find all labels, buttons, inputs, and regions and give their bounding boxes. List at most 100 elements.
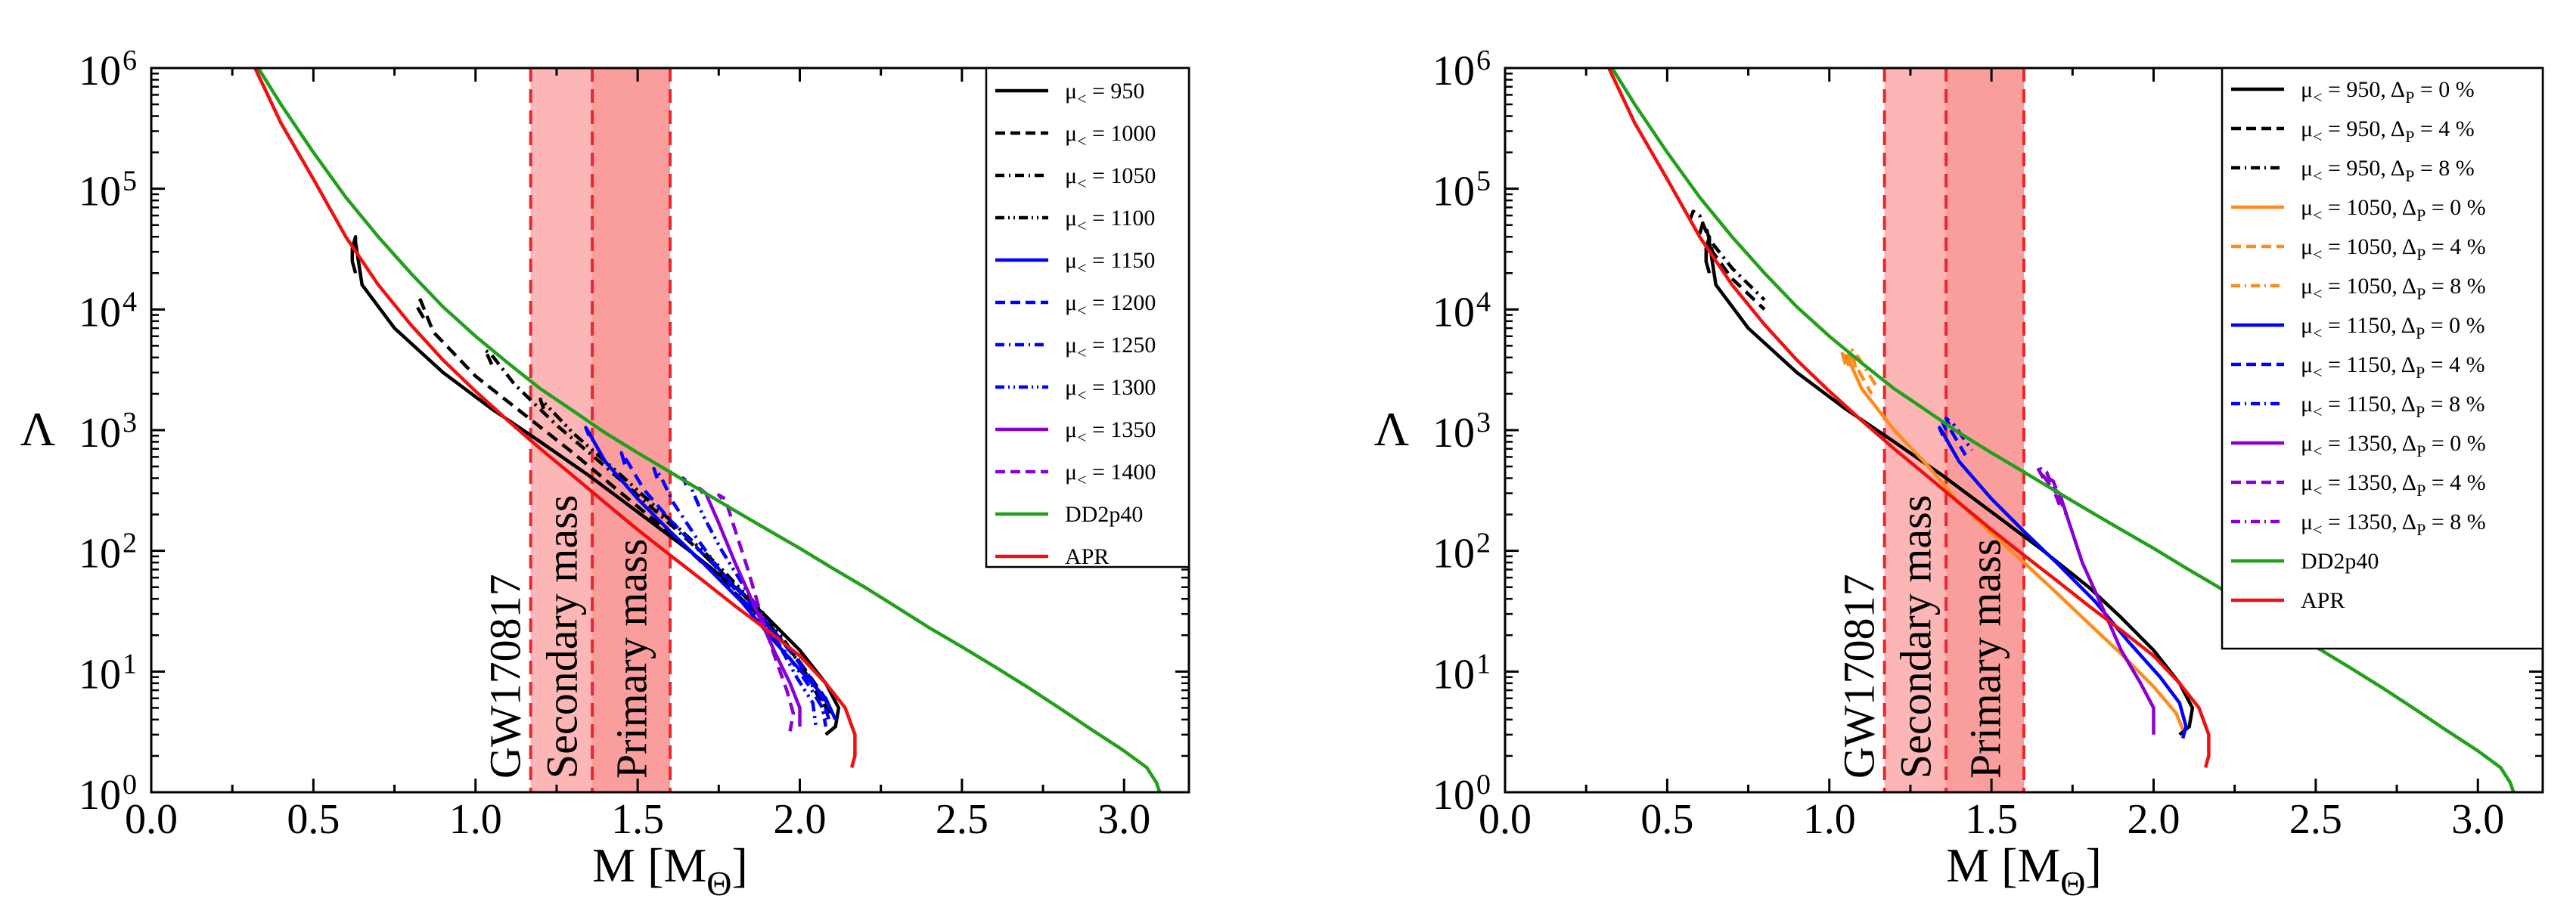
y-tick-exponent: 6 [1476,45,1491,76]
y-tick-label: 10 [1432,289,1475,336]
y-tick-exponent: 2 [123,528,137,559]
legend-entry: APR [1065,544,1109,569]
event-label: GW170817 [481,574,530,779]
series-line-4 [1843,349,1873,395]
legend-entry: APR [2301,588,2345,613]
series-line-12 [1610,68,2515,792]
x-tick-label: 2.5 [936,796,989,843]
legend-entry: μ< = 950 [1065,79,1144,108]
legend-entry: μ< = 1150, ΔP = 0 % [2301,313,2485,342]
legend-entry: μ< = 1350, ΔP = 4 % [2301,470,2486,500]
secondary-mass-label: Secondary mass [537,495,586,779]
y-tick-label: 10 [1432,169,1475,215]
legend-box [985,67,1190,568]
series-line-7 [681,476,818,727]
x-tick-label: 3.0 [2451,796,2504,843]
legend-entry: μ< = 950, ΔP = 4 % [2301,116,2475,146]
series-line-3 [1840,352,2185,731]
y-tick-label: 10 [79,410,121,457]
legend-entry: μ< = 1100 [1065,206,1155,235]
x-tick-label: 1.5 [611,796,664,843]
series-line-10 [2041,473,2068,516]
legend-entry: DD2p40 [1065,502,1143,527]
legend-entry: μ< = 1200 [1065,290,1156,320]
left-panel: GW170817 Secondary mass Primary mass 0.0 0.5… [20,45,1190,903]
y-tick-label: 10 [79,169,121,215]
legend-entry: μ< = 1050, ΔP = 0 % [2301,195,2486,225]
series-line-6 [1938,426,2188,739]
event-label: GW170817 [1835,574,1884,779]
y-tick-exponent: 3 [123,407,137,438]
y-tick-exponent: 4 [123,286,137,318]
x-tick-label: 0.0 [1479,796,1532,843]
x-tick-label: 0.0 [125,796,178,843]
curves [1607,68,2515,792]
x-tick-label: 0.5 [287,796,340,843]
y-axis-label: Λ [20,402,55,456]
y-tick-exponent: 5 [1476,166,1491,197]
x-tick-label: 2.5 [2289,796,2342,843]
legend-entry: μ< = 1050 [1065,163,1156,193]
x-tick-label: 1.0 [449,796,502,843]
legend: μ< = 950 μ< = 1000 μ< = 1050 μ< = 1100 μ< = … [985,67,1190,569]
legend-entry: μ< = 1350, ΔP = 8 % [2301,510,2486,539]
series-line-9 [717,493,796,732]
legend-entry: μ< = 1000 [1065,121,1156,150]
legend-entry: μ< = 1300 [1065,375,1156,404]
secondary-mass-label: Secondary mass [1891,495,1940,779]
band-primary [592,68,670,792]
y-tick-exponent: 5 [123,166,137,197]
legend-entry: μ< = 1250 [1065,333,1156,362]
primary-mass-label: Primary mass [1961,539,2010,779]
y-tick-exponent: 1 [1476,648,1491,680]
y-tick-exponent: 4 [1476,286,1491,318]
series-line-10 [256,68,1162,792]
curves [253,68,1162,792]
x-tick-label: 1.0 [1803,796,1856,843]
series-line-11 [253,68,857,769]
series-line-2 [1688,209,1766,302]
x-axis-label: M [MΘ] [1946,838,2102,903]
y-tick-label: 10 [1432,410,1475,457]
y-tick-label: 10 [1432,772,1475,819]
legend-entry: μ< = 1050, ΔP = 8 % [2301,274,2486,303]
y-tick-exponent: 0 [123,769,137,801]
y-tick-label: 10 [79,531,121,578]
legend-entry: μ< = 1350 [1065,417,1156,447]
x-axis-label: M [MΘ] [592,838,748,903]
y-tick-label: 10 [79,772,121,819]
legend: μ< = 950, ΔP = 0 % μ< = 950, ΔP = 4 % μ< =… [2221,67,2544,650]
series-line-5 [619,451,831,720]
legend-entry: DD2p40 [2301,549,2379,574]
right-panel: GW170817 Secondary mass Primary mass 0.0 0.5… [1374,45,2544,903]
y-tick-label: 10 [79,289,121,336]
y-tick-exponent: 6 [123,45,137,76]
y-tick-label: 10 [1432,48,1475,94]
series-line-5 [1850,348,1880,390]
y-tick-exponent: 1 [123,648,137,680]
x-tick-label: 3.0 [1097,796,1150,843]
y-tick-exponent: 0 [1476,769,1491,801]
primary-mass-label: Primary mass [607,539,656,779]
y-tick-label: 10 [1432,531,1475,578]
y-tick-label: 10 [79,651,121,698]
series-line-13 [1607,68,2211,769]
legend-entry: μ< = 950, ΔP = 0 % [2301,77,2475,107]
y-tick-label: 10 [1432,651,1475,698]
x-tick-label: 2.0 [2128,796,2180,843]
x-tick-label: 2.0 [774,796,827,843]
legend-entry: μ< = 1150, ΔP = 4 % [2301,352,2485,382]
y-tick-exponent: 2 [1476,528,1491,559]
series-line-4 [584,426,837,720]
legend-box [2221,67,2544,650]
y-tick-label: 10 [79,48,121,94]
y-axis-label: Λ [1374,402,1409,456]
legend-entry: μ< = 1150 [1065,248,1155,277]
y-tick-exponent: 3 [1476,407,1491,438]
legend-entry: μ< = 950, ΔP = 8 % [2301,156,2475,185]
legend-entry: μ< = 1350, ΔP = 0 % [2301,431,2486,460]
x-tick-label: 1.5 [1965,796,2018,843]
legend-entry: μ< = 1150, ΔP = 8 % [2301,392,2485,421]
legend-entry: μ< = 1050, ΔP = 4 % [2301,234,2486,264]
